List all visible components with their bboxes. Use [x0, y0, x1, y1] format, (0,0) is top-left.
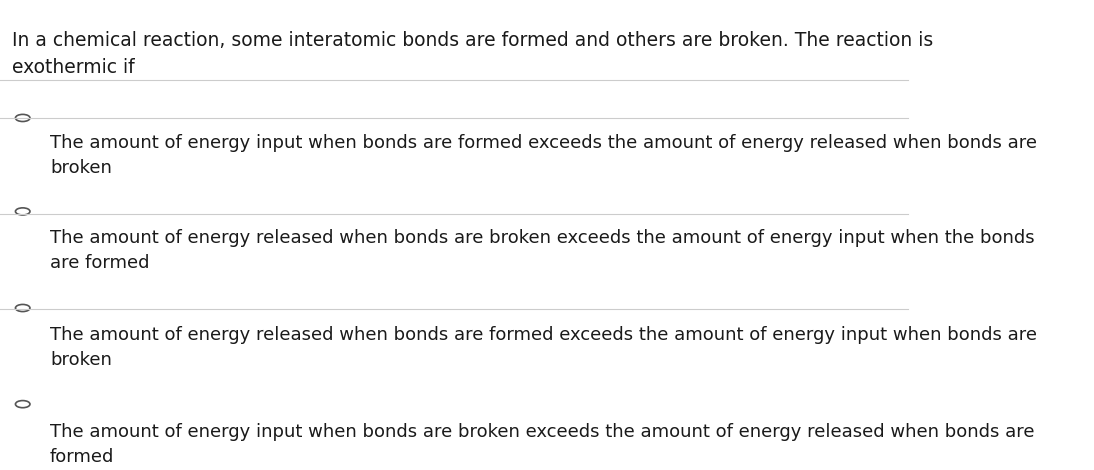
Text: The amount of energy input when bonds are formed exceeds the amount of energy re: The amount of energy input when bonds ar… [50, 133, 1037, 177]
Text: The amount of energy input when bonds are broken exceeds the amount of energy re: The amount of energy input when bonds ar… [50, 423, 1035, 466]
Text: In a chemical reaction, some interatomic bonds are formed and others are broken.: In a chemical reaction, some interatomic… [12, 31, 933, 77]
Text: The amount of energy released when bonds are broken exceeds the amount of energy: The amount of energy released when bonds… [50, 229, 1035, 272]
Text: The amount of energy released when bonds are formed exceeds the amount of energy: The amount of energy released when bonds… [50, 326, 1037, 369]
